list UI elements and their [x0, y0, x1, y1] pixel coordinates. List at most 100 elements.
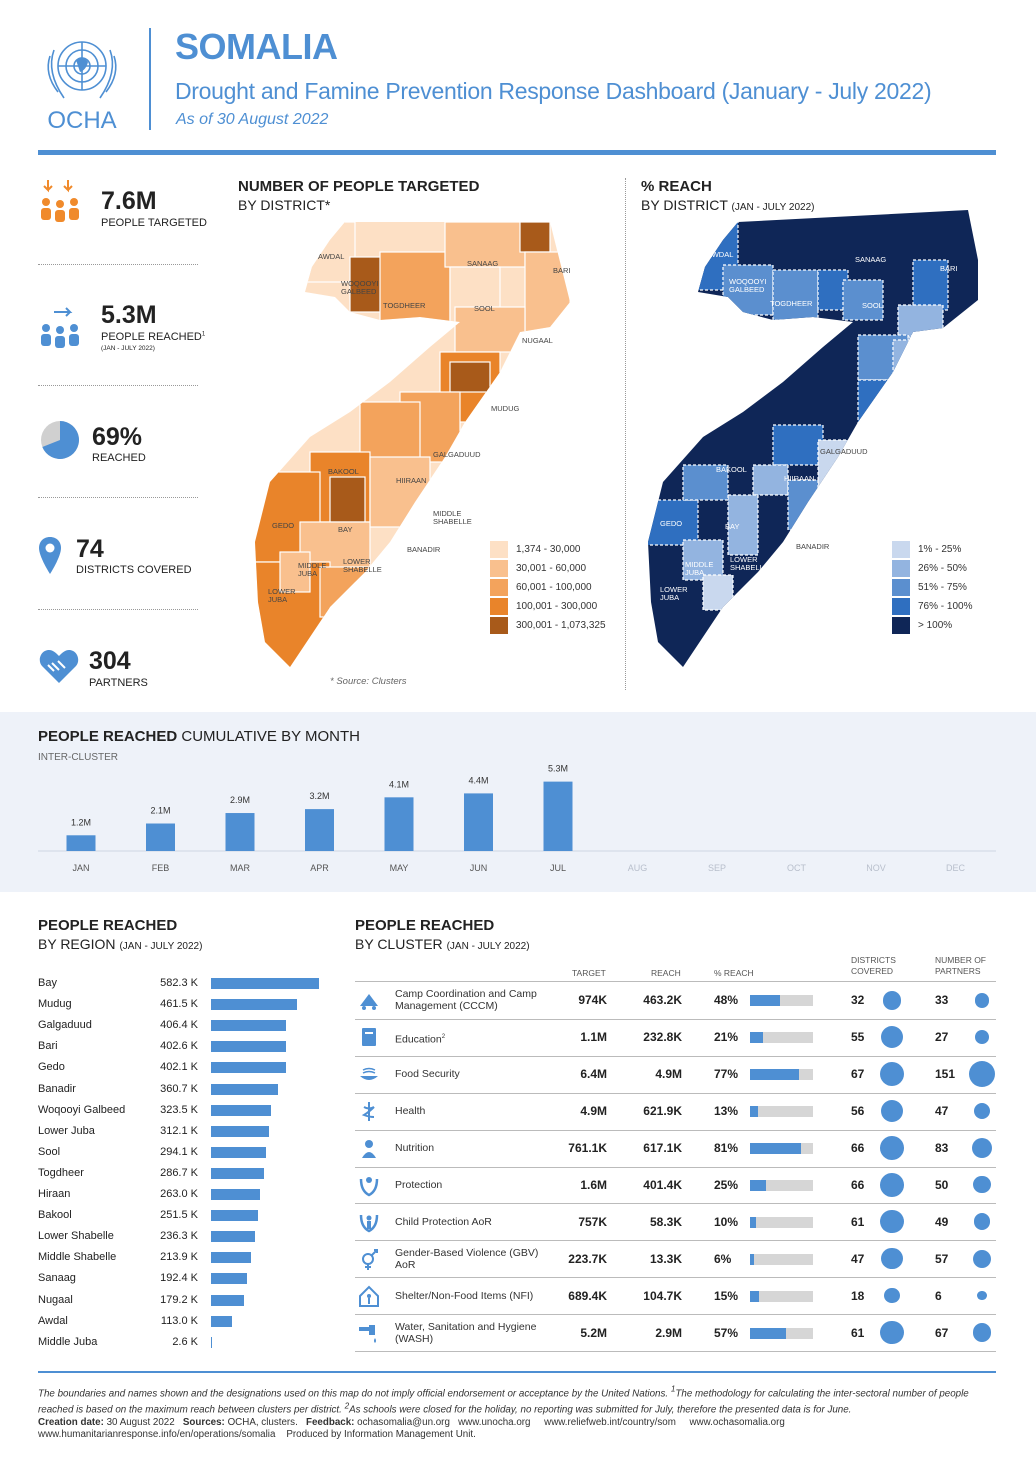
partners-bubble — [973, 1102, 991, 1120]
cluster-districts: 55 — [851, 1030, 865, 1045]
districts-bubble — [880, 1173, 904, 1197]
districts-bubble — [880, 1026, 904, 1049]
cluster-pct-fill — [750, 1143, 802, 1155]
region-bar — [211, 1210, 258, 1222]
cluster-pct-track — [750, 1032, 813, 1044]
cluster-districts: 67 — [851, 1067, 865, 1082]
cluster-subtitle: BY CLUSTER — [355, 936, 443, 952]
reach-legend-swatch — [892, 541, 910, 558]
targeted-legend-label: 300,001 - 1,073,325 — [516, 620, 606, 631]
cluster-reach: 58.3K — [649, 1214, 682, 1229]
cumulative-section — [0, 712, 1036, 892]
cluster-name: Food Security — [395, 1068, 460, 1081]
reached-pie-slice — [42, 421, 79, 459]
region-bar — [211, 1167, 265, 1179]
districts-covered-value: 74 — [76, 535, 104, 563]
cluster-partners: 151 — [935, 1067, 956, 1082]
reach-legend-swatch — [892, 598, 910, 615]
map2-label-lower-shabelle: LOWER SHABELLE — [730, 555, 769, 572]
cluster-target: 5.2M — [580, 1325, 607, 1340]
cluster-pct-fill — [750, 1069, 799, 1081]
cluster-name: Water, Sanitation and Hygiene (WASH) — [395, 1320, 537, 1345]
nutrition-icon — [357, 1136, 381, 1160]
cumulative-value-label: 3.2M — [309, 791, 329, 801]
map1-label-middle-juba: MIDDLE JUBA — [298, 561, 327, 578]
cluster-pct-track — [750, 1143, 813, 1155]
cluster-reach: 401.4K — [643, 1177, 682, 1192]
people-targeted-icon — [41, 180, 79, 222]
cumulative-value-label: 4.1M — [389, 779, 409, 789]
partners-bubble — [977, 1291, 987, 1301]
cumulative-bar — [225, 813, 255, 851]
cluster-partners: 83 — [935, 1141, 949, 1156]
cluster-pct-track — [750, 995, 813, 1007]
map1-label-hiiraan: HIIRAAN — [396, 476, 427, 485]
region-value: 323.5 K — [160, 1103, 198, 1116]
cluster-name: Gender-Based Violence (GBV) AoR — [395, 1246, 539, 1271]
map2-label-gedo: GEDO — [660, 519, 683, 528]
food-icon — [357, 1062, 381, 1086]
region-value: 406.4 K — [160, 1019, 198, 1032]
kpi-separator — [38, 609, 198, 610]
targeted-legend-swatch — [490, 598, 508, 615]
reach-legend-label: 1% - 25% — [918, 544, 962, 555]
districts-bubble — [880, 1136, 904, 1160]
cluster-pct: 21% — [714, 1030, 739, 1045]
footer-feedback-label: Feedback: — [305, 1416, 355, 1428]
targeted-legend-item: 300,001 - 1,073,325 — [490, 617, 606, 634]
water-icon — [357, 1321, 381, 1345]
cluster-target: 1.6M — [580, 1177, 607, 1192]
cumulative-bar — [146, 823, 175, 851]
cluster-districts: 61 — [851, 1325, 865, 1340]
table-row-rule — [355, 1018, 996, 1020]
cluster-name: Nutrition — [395, 1142, 435, 1155]
footer-links[interactable]: www.unocha.org www.reliefweb.int/country… — [458, 1416, 785, 1428]
kpi-separator — [38, 264, 198, 265]
map1-label-galgaduud: GALGADUUD — [433, 450, 481, 459]
map1-label-sanaag: SANAAG — [467, 259, 499, 268]
cluster-partners: 49 — [935, 1214, 949, 1229]
cluster-target: 1.1M — [580, 1030, 607, 1045]
cluster-pct-fill — [750, 1032, 764, 1044]
districts-covered-label: DISTRICTS COVERED — [76, 564, 192, 576]
people-reached-icon — [41, 307, 79, 348]
targeted-legend-label: 60,001 - 100,000 — [516, 582, 592, 593]
cluster-pct-fill — [750, 1106, 759, 1118]
region-bar — [211, 1252, 251, 1264]
cluster-pct: 81% — [714, 1141, 739, 1156]
footer-link-humanitarianresponse[interactable]: www.humanitarianresponse.info/en/operati… — [38, 1428, 276, 1440]
ocha-logo: OCHA — [47, 41, 117, 134]
people-targeted-value: 7.6M — [101, 187, 157, 215]
cluster-partners: 33 — [935, 993, 949, 1008]
page-title: SOMALIA — [175, 26, 338, 67]
cluster-pct: 15% — [714, 1288, 739, 1303]
region-value: 402.1 K — [160, 1061, 198, 1074]
districts-bubble — [880, 1210, 904, 1234]
footer-feedback-link[interactable]: ochasomalia@un.org — [357, 1416, 450, 1428]
cluster-districts: 47 — [851, 1251, 865, 1266]
map2-label-sool: SOOL — [862, 301, 883, 310]
cluster-name: Shelter/Non-Food Items (NFI) — [395, 1289, 534, 1302]
map1-label-bay: BAY — [338, 525, 353, 534]
cluster-pct: 6% — [714, 1251, 732, 1266]
map1-label-lower-shabelle: LOWER SHABELLE — [343, 557, 382, 574]
cluster-pct: 77% — [714, 1067, 739, 1082]
targeted-legend-item: 30,001 - 60,000 — [490, 560, 586, 577]
districts-bubble — [880, 1062, 904, 1087]
map2-label-woqooyi: WOQOOYI GALBEED — [729, 277, 767, 294]
districts-bubble — [882, 991, 902, 1010]
people-reached-value: 5.3M — [101, 301, 157, 329]
table-row-rule — [355, 1240, 996, 1242]
cluster-pct-track — [750, 1069, 813, 1081]
cluster-pct: 48% — [714, 993, 739, 1008]
cumulative-value-label: 1.2M — [71, 817, 91, 827]
region-bar — [211, 1062, 286, 1074]
cluster-pct-fill — [750, 1216, 757, 1228]
map2-label-bari: BARI — [940, 264, 958, 273]
region-name: Lower Juba — [38, 1124, 95, 1137]
cluster-title: PEOPLE REACHED — [355, 917, 495, 934]
targeted-legend-item: 100,001 - 300,000 — [490, 598, 597, 615]
footer-sources: OCHA, clusters. — [227, 1416, 298, 1428]
districts-bubble — [884, 1287, 900, 1304]
map2-label-hiiraan: HIIRAAN — [784, 474, 815, 483]
